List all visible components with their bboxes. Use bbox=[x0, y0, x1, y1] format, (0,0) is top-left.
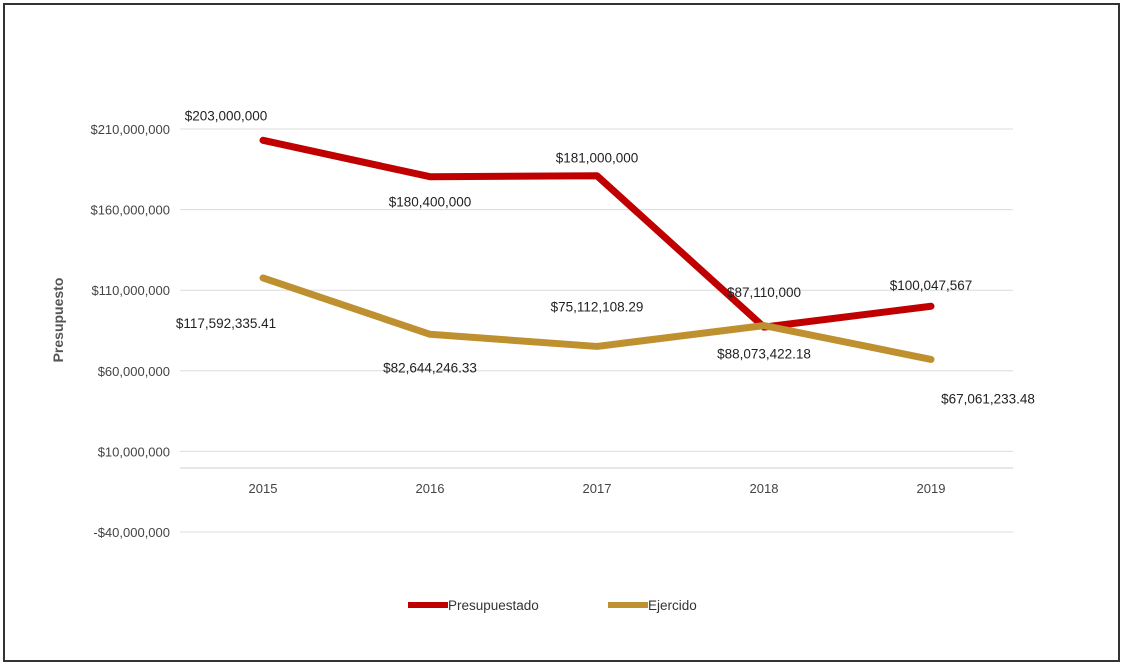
x-tick-label: 2016 bbox=[416, 481, 445, 496]
data-label: $181,000,000 bbox=[556, 151, 639, 166]
data-label: $88,073,422.18 bbox=[717, 347, 811, 362]
data-label: $180,400,000 bbox=[389, 195, 472, 210]
series-line-presupuestado bbox=[259, 136, 935, 331]
y-tick-label: -$40,000,000 bbox=[93, 525, 170, 540]
line-chart: -$40,000,000 $10,000,000 $60,000,000 $110,0… bbox=[50, 108, 1035, 613]
y-tick-label: $10,000,000 bbox=[98, 444, 170, 459]
gridlines bbox=[180, 128, 1013, 533]
x-tick-label: 2017 bbox=[583, 481, 612, 496]
series-lines bbox=[259, 136, 935, 363]
data-label: $75,112,108.29 bbox=[551, 299, 644, 314]
y-axis-title: Presupuesto bbox=[50, 278, 66, 363]
y-tick-label: $210,000,000 bbox=[90, 122, 170, 137]
x-tick-label: 2018 bbox=[750, 481, 779, 496]
x-tick-label: 2019 bbox=[917, 481, 946, 496]
data-label: $117,592,335.41 bbox=[176, 316, 276, 331]
data-labels: $203,000,000 $180,400,000 $181,000,000 $87,… bbox=[176, 108, 1035, 406]
chart-frame: -$40,000,000 $10,000,000 $60,000,000 $110,0… bbox=[3, 3, 1120, 662]
data-label: $67,061,233.48 bbox=[941, 391, 1035, 406]
legend: Presupuestado Ejercido bbox=[408, 598, 697, 613]
y-axis-ticks: -$40,000,000 $10,000,000 $60,000,000 $110,0… bbox=[90, 122, 170, 540]
data-label: $100,047,567 bbox=[890, 278, 973, 293]
y-tick-label: $60,000,000 bbox=[98, 364, 170, 379]
data-label: $82,644,246.33 bbox=[383, 360, 477, 375]
y-tick-label: $110,000,000 bbox=[91, 283, 170, 298]
x-tick-label: 2015 bbox=[249, 481, 278, 496]
series-line-ejercido bbox=[259, 274, 935, 363]
data-label: $87,110,000 bbox=[727, 285, 801, 300]
x-axis-ticks: 2015 2016 2017 2018 2019 bbox=[249, 481, 946, 496]
data-label: $203,000,000 bbox=[185, 108, 268, 123]
legend-label: Presupuestado bbox=[448, 598, 539, 613]
legend-label: Ejercido bbox=[648, 598, 697, 613]
y-tick-label: $160,000,000 bbox=[90, 203, 170, 218]
